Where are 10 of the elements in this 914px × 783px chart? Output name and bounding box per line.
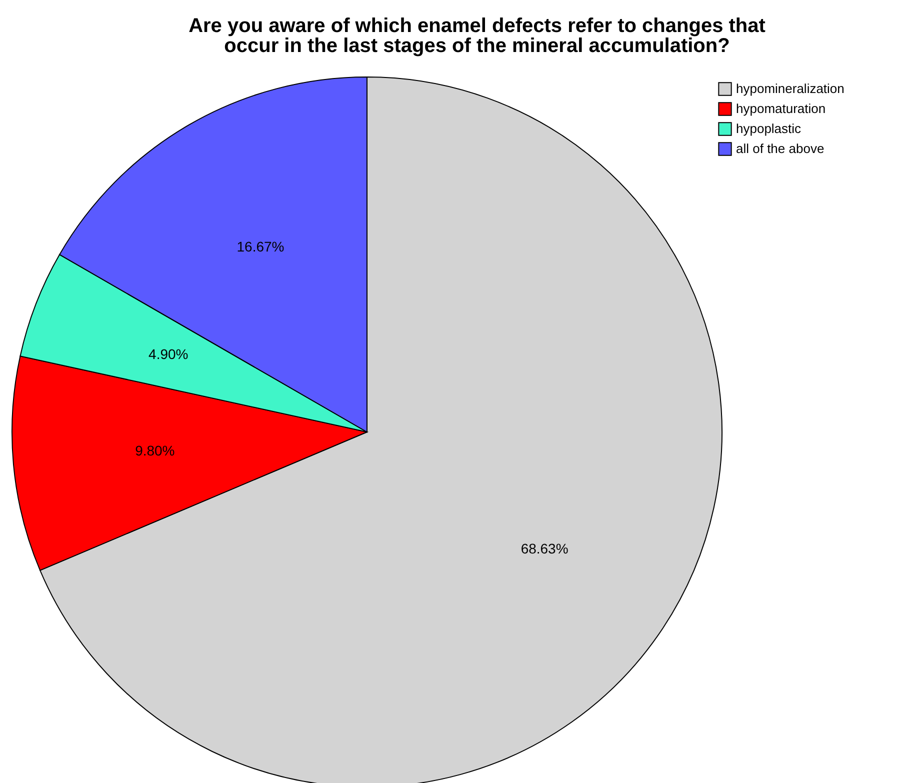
text: occur in the last stages of the mineral accumulation? (224, 35, 730, 57)
data-label: 68.63% (520, 540, 568, 557)
legend-label: all of the above (736, 141, 824, 156)
legend-label: hypoplastic (736, 121, 802, 136)
data-label: 4.90% (148, 346, 188, 362)
legend-label: hypomineralization (736, 81, 844, 96)
legend-label: hypomaturation (736, 101, 826, 116)
data-label: 16.67% (236, 238, 284, 255)
text: Are you aware of which enamel defects refer to changes that (188, 15, 766, 37)
data-label: 9.80% (135, 442, 175, 459)
